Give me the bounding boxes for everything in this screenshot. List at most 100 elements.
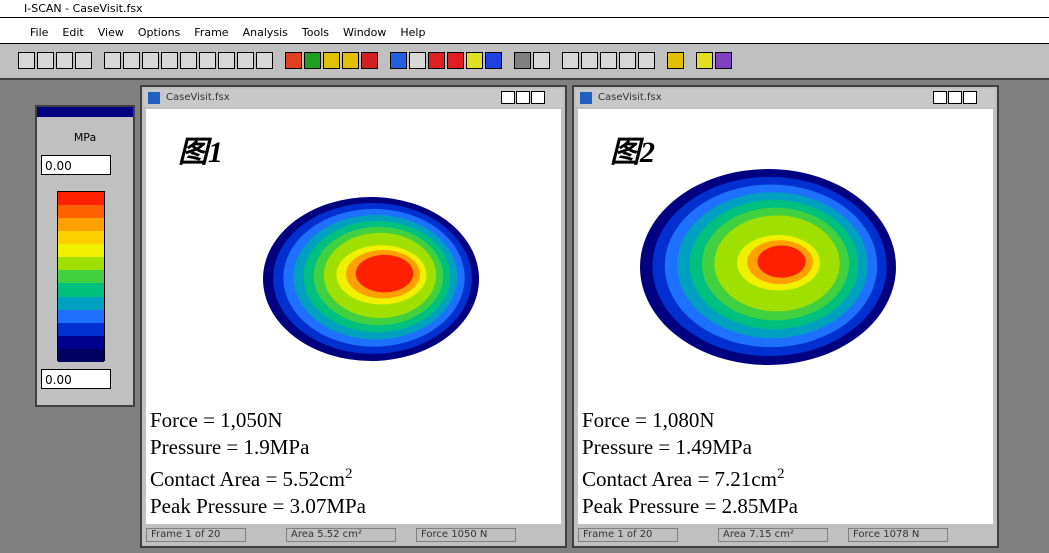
measurement-text: Pressure = 1.49MPa [582,435,752,459]
window-button[interactable] [963,91,977,104]
toolbar-button[interactable] [638,52,655,69]
window-button[interactable] [933,91,947,104]
measurement-text: Contact Area = 5.52cm [150,467,345,491]
superscript: 2 [777,466,785,482]
toolbar-button[interactable] [180,52,197,69]
toolbar-button[interactable] [199,52,216,69]
scale-swatch [58,192,104,205]
measurement-line: Pressure = 1.49MPa [582,434,798,461]
measurement-text: Force = 1,080N [582,408,715,432]
figure-label: 图1 [178,127,223,171]
menu-item[interactable]: View [98,26,124,39]
toolbar-button[interactable] [342,52,359,69]
measurement-line: Force = 1,080N [582,407,798,434]
toolbar [0,44,1049,80]
superscript: 2 [345,466,353,482]
scale-swatch [58,270,104,283]
toolbar-button[interactable] [75,52,92,69]
scale-swatch [58,231,104,244]
scale-swatch [58,244,104,257]
status-field: Frame 1 of 20 [146,528,246,542]
toolbar-button[interactable] [390,52,407,69]
toolbar-button[interactable] [514,52,531,69]
toolbar-button[interactable] [619,52,636,69]
measurement-line: Contact Area = 7.21cm2 [582,461,798,493]
window-icon [148,92,160,104]
toolbar-button[interactable] [715,52,732,69]
screen: I-SCAN - CaseVisit.fsx FileEditViewOptio… [0,0,1049,553]
window-icon [580,92,592,104]
pressure-contour [356,255,413,293]
scale-swatch [58,218,104,231]
menu-item[interactable]: Options [138,26,180,39]
scale-swatch [58,257,104,270]
toolbar-button[interactable] [409,52,426,69]
measurement-line: Pressure = 1.9MPa [150,434,366,461]
status-field: Force 1050 N [416,528,516,542]
window-button[interactable] [516,91,530,104]
menu-item[interactable]: Frame [194,26,228,39]
toolbar-button[interactable] [218,52,235,69]
measurement-text: Pressure = 1.9MPa [150,435,309,459]
window-button[interactable] [501,91,515,104]
color-palette: MPa 0.00 0.00 [35,105,135,407]
window-button[interactable] [948,91,962,104]
status-bar: Frame 1 of 20 Area 5.52 cm² Force 1050 N [146,526,561,544]
scale-swatch [58,349,104,362]
min-field[interactable]: 0.00 [41,369,111,389]
menu-item[interactable]: Tools [302,26,329,39]
toolbar-button[interactable] [18,52,35,69]
toolbar-button[interactable] [361,52,378,69]
toolbar-button[interactable] [667,52,684,69]
scale-swatch [58,283,104,296]
status-field: Area 5.52 cm² [286,528,396,542]
status-field: Frame 1 of 20 [578,528,678,542]
toolbar-button[interactable] [161,52,178,69]
toolbar-button[interactable] [104,52,121,69]
palette-title [37,107,133,117]
scale-swatch [58,205,104,218]
toolbar-button[interactable] [562,52,579,69]
measurement-line: Peak Pressure = 2.85MPa [582,493,798,520]
toolbar-button[interactable] [285,52,302,69]
max-field[interactable]: 0.00 [41,155,111,175]
color-scale [57,191,105,361]
scale-swatch [58,297,104,310]
toolbar-button[interactable] [256,52,273,69]
toolbar-button[interactable] [323,52,340,69]
toolbar-button[interactable] [485,52,502,69]
measurement-text: Force = 1,050N [150,408,283,432]
menu-item[interactable]: Analysis [243,26,288,39]
measurement-text: Peak Pressure = 2.85MPa [582,494,798,518]
toolbar-button[interactable] [142,52,159,69]
menu-item[interactable]: File [30,26,48,39]
menu-item[interactable]: Edit [62,26,83,39]
status-field: Area 7.15 cm² [718,528,828,542]
toolbar-button[interactable] [428,52,445,69]
toolbar-button[interactable] [37,52,54,69]
toolbar-button[interactable] [533,52,550,69]
measurements: Force = 1,050N Pressure = 1.9MPa Contact A… [150,407,366,520]
menu-item[interactable]: Window [343,26,386,39]
toolbar-button[interactable] [466,52,483,69]
measurement-line: Peak Pressure = 3.07MPa [150,493,366,520]
toolbar-button[interactable] [237,52,254,69]
window-button[interactable] [531,91,545,104]
toolbar-button[interactable] [447,52,464,69]
toolbar-button[interactable] [56,52,73,69]
toolbar-button[interactable] [123,52,140,69]
menu-item[interactable]: Help [400,26,425,39]
pressure-contour [757,245,805,277]
scale-swatch [58,310,104,323]
toolbar-button[interactable] [600,52,617,69]
measurement-line: Force = 1,050N [150,407,366,434]
scale-swatch [58,323,104,336]
toolbar-button[interactable] [304,52,321,69]
toolbar-button[interactable] [696,52,713,69]
toolbar-button[interactable] [581,52,598,69]
scale-swatch [58,336,104,349]
